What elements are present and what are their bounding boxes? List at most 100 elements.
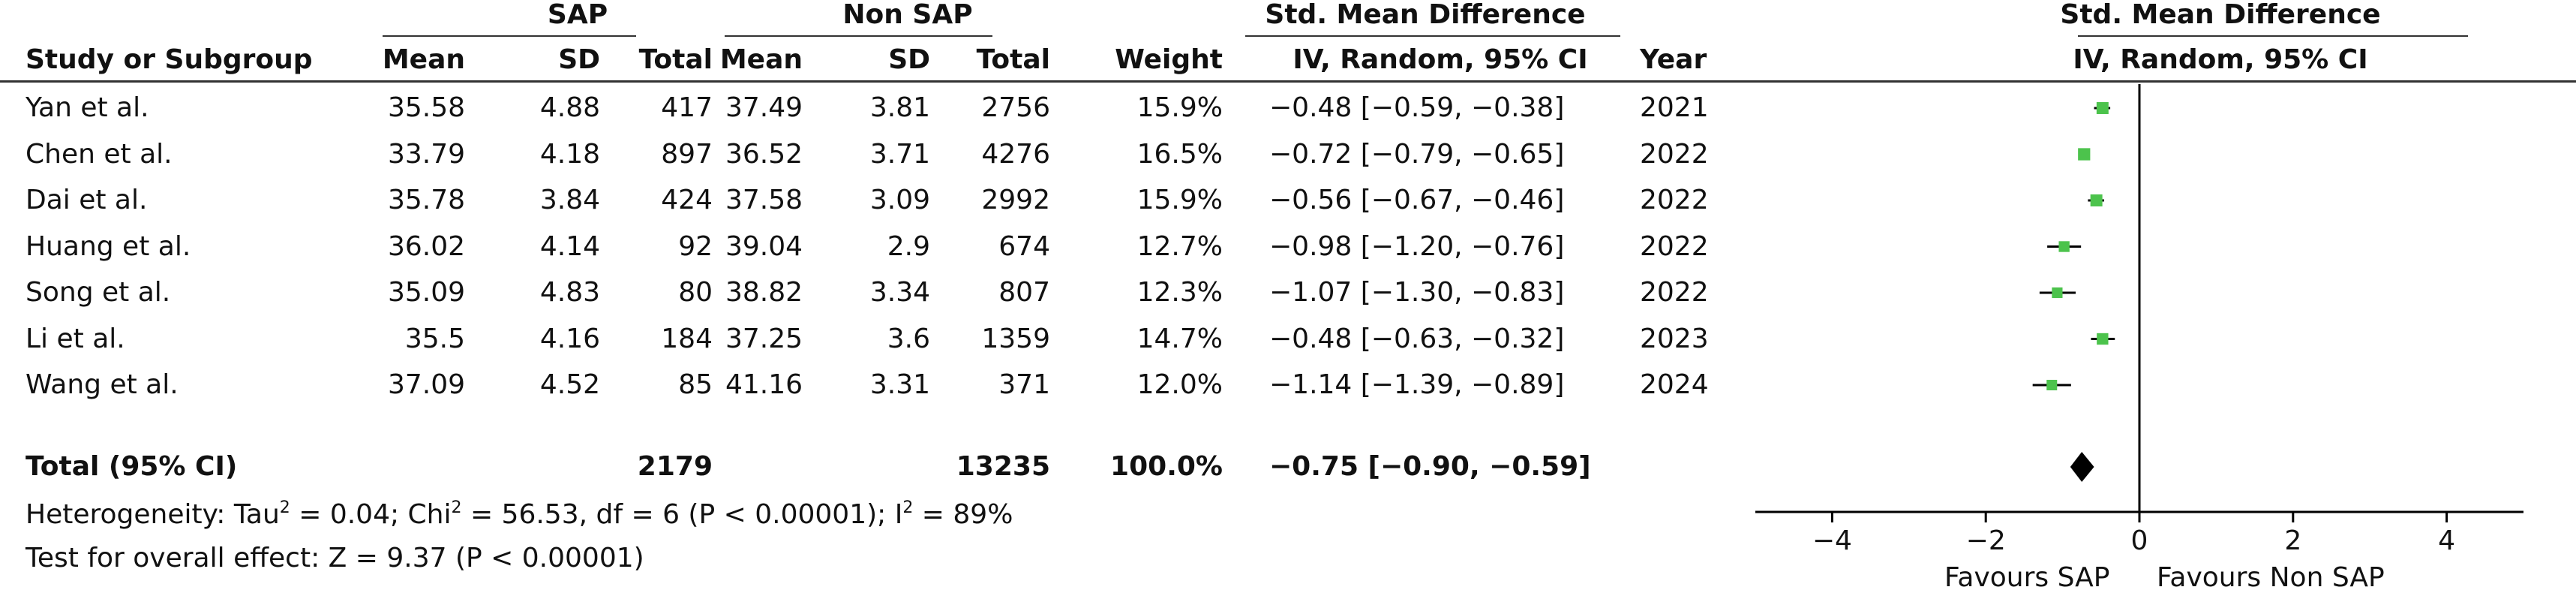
study-non-sd: 2.9 xyxy=(887,230,930,262)
col-non-sd: SD xyxy=(888,44,930,75)
overall-effect-text: Test for overall effect: Z = 9.37 (P < 0… xyxy=(26,543,644,573)
col-method: IV, Random, 95% CI xyxy=(1293,44,1588,75)
study-ci: −1.14 [−1.39, −0.89] xyxy=(1269,369,1565,400)
study-sap-total: 424 xyxy=(661,185,713,215)
study-year: 2022 xyxy=(1640,185,1709,215)
study-sap-sd: 4.88 xyxy=(539,92,600,123)
col-sap-total: Total xyxy=(638,44,713,75)
study-sap-mean: 36.02 xyxy=(387,230,465,262)
study-ci: −0.48 [−0.63, −0.32] xyxy=(1269,323,1565,354)
smd-header-rule xyxy=(1245,35,1620,37)
study-sap-sd: 4.18 xyxy=(539,138,600,170)
study-sap-mean: 33.79 xyxy=(387,138,465,170)
study-non-total: 807 xyxy=(998,277,1050,308)
favours-non-sap-label: Favours Non SAP xyxy=(2157,562,2385,593)
study-non-sd: 3.34 xyxy=(869,277,930,308)
study-name: Song et al. xyxy=(26,277,171,308)
study-name: Yan et al. xyxy=(26,92,149,123)
x-tick-label: 0 xyxy=(2131,525,2148,556)
study-non-sd: 3.6 xyxy=(887,323,930,354)
study-weight: 12.0% xyxy=(1136,369,1223,400)
study-marker xyxy=(2078,148,2091,161)
x-tick-label: 4 xyxy=(2438,525,2455,556)
plot-method: IV, Random, 95% CI xyxy=(2073,44,2368,75)
study-non-total: 2756 xyxy=(981,92,1050,123)
sap-header-rule xyxy=(383,35,636,37)
study-weight: 14.7% xyxy=(1136,323,1223,354)
study-year: 2022 xyxy=(1640,230,1709,262)
study-non-mean: 37.58 xyxy=(725,185,803,215)
plot-header-rule xyxy=(2078,35,2468,37)
heterogeneity-text: Heterogeneity: Tau2 = 0.04; Chi2 = 56.53… xyxy=(26,498,1013,530)
study-non-mean: 41.16 xyxy=(725,369,803,400)
study-sap-sd: 3.84 xyxy=(539,185,600,215)
total-ci: −0.75 [−0.90, −0.59] xyxy=(1269,451,1591,482)
study-sap-sd: 4.14 xyxy=(539,230,600,262)
study-non-mean: 38.82 xyxy=(725,277,803,308)
study-sap-mean: 35.78 xyxy=(387,185,465,215)
x-tick-label: −2 xyxy=(1966,525,2006,556)
study-sap-sd: 4.83 xyxy=(539,277,600,308)
study-marker xyxy=(2058,241,2070,252)
header-bottom-rule xyxy=(0,80,2576,83)
study-non-sd: 3.31 xyxy=(869,369,930,400)
study-sap-total: 897 xyxy=(661,138,713,170)
study-weight: 15.9% xyxy=(1136,92,1223,123)
study-non-total: 371 xyxy=(998,369,1050,400)
col-sap-mean: Mean xyxy=(382,44,465,75)
col-sap-sd: SD xyxy=(558,44,600,75)
study-weight: 12.7% xyxy=(1136,230,1223,262)
study-weight: 12.3% xyxy=(1136,277,1223,308)
col-year: Year xyxy=(1640,44,1707,75)
col-non-total: Total xyxy=(976,44,1050,75)
study-non-total: 674 xyxy=(998,230,1050,262)
study-name: Wang et al. xyxy=(26,369,179,400)
total-weight: 100.0% xyxy=(1110,451,1223,482)
sap-group-header: SAP xyxy=(547,0,608,30)
study-sap-total: 85 xyxy=(678,369,713,400)
study-year: 2023 xyxy=(1640,323,1709,354)
study-non-mean: 37.25 xyxy=(725,323,803,354)
study-sap-total: 184 xyxy=(661,323,713,354)
study-non-mean: 37.49 xyxy=(725,92,803,123)
study-name: Li et al. xyxy=(26,323,125,354)
study-non-mean: 36.52 xyxy=(725,138,803,170)
study-weight: 15.9% xyxy=(1136,185,1223,215)
col-weight: Weight xyxy=(1115,44,1223,75)
favours-sap-label: Favours SAP xyxy=(1944,562,2110,593)
study-weight: 16.5% xyxy=(1136,138,1223,170)
study-sap-mean: 35.58 xyxy=(387,92,465,123)
study-sap-mean: 37.09 xyxy=(387,369,465,400)
study-sap-sd: 4.16 xyxy=(539,323,600,354)
study-year: 2022 xyxy=(1640,138,1709,170)
study-non-sd: 3.81 xyxy=(869,92,930,123)
total-diamond xyxy=(2070,452,2094,482)
study-sap-mean: 35.09 xyxy=(387,277,465,308)
study-marker xyxy=(2046,380,2058,390)
study-marker xyxy=(2097,333,2109,345)
study-sap-sd: 4.52 xyxy=(539,369,600,400)
total-label: Total (95% CI) xyxy=(26,451,238,482)
col-non-mean: Mean xyxy=(719,44,803,75)
col-study: Study or Subgroup xyxy=(26,44,313,75)
study-non-total: 2992 xyxy=(981,185,1050,215)
study-non-total: 4276 xyxy=(981,138,1050,170)
study-sap-total: 417 xyxy=(661,92,713,123)
study-year: 2024 xyxy=(1640,369,1709,400)
study-ci: −0.98 [−1.20, −0.76] xyxy=(1269,230,1565,262)
study-non-mean: 39.04 xyxy=(725,230,803,262)
study-ci: −0.56 [−0.67, −0.46] xyxy=(1269,185,1565,215)
study-non-sd: 3.71 xyxy=(869,138,930,170)
study-name: Huang et al. xyxy=(26,230,191,262)
study-year: 2021 xyxy=(1640,92,1709,123)
study-sap-total: 80 xyxy=(678,277,713,308)
study-name: Dai et al. xyxy=(26,185,148,215)
x-tick-label: 2 xyxy=(2284,525,2301,556)
total-non-sap: 13235 xyxy=(956,451,1050,482)
total-sap: 2179 xyxy=(637,451,713,482)
plot-title: Std. Mean Difference xyxy=(2060,0,2381,30)
study-non-sd: 3.09 xyxy=(869,185,930,215)
smd-header: Std. Mean Difference xyxy=(1265,0,1586,30)
non-sap-group-header: Non SAP xyxy=(842,0,973,30)
